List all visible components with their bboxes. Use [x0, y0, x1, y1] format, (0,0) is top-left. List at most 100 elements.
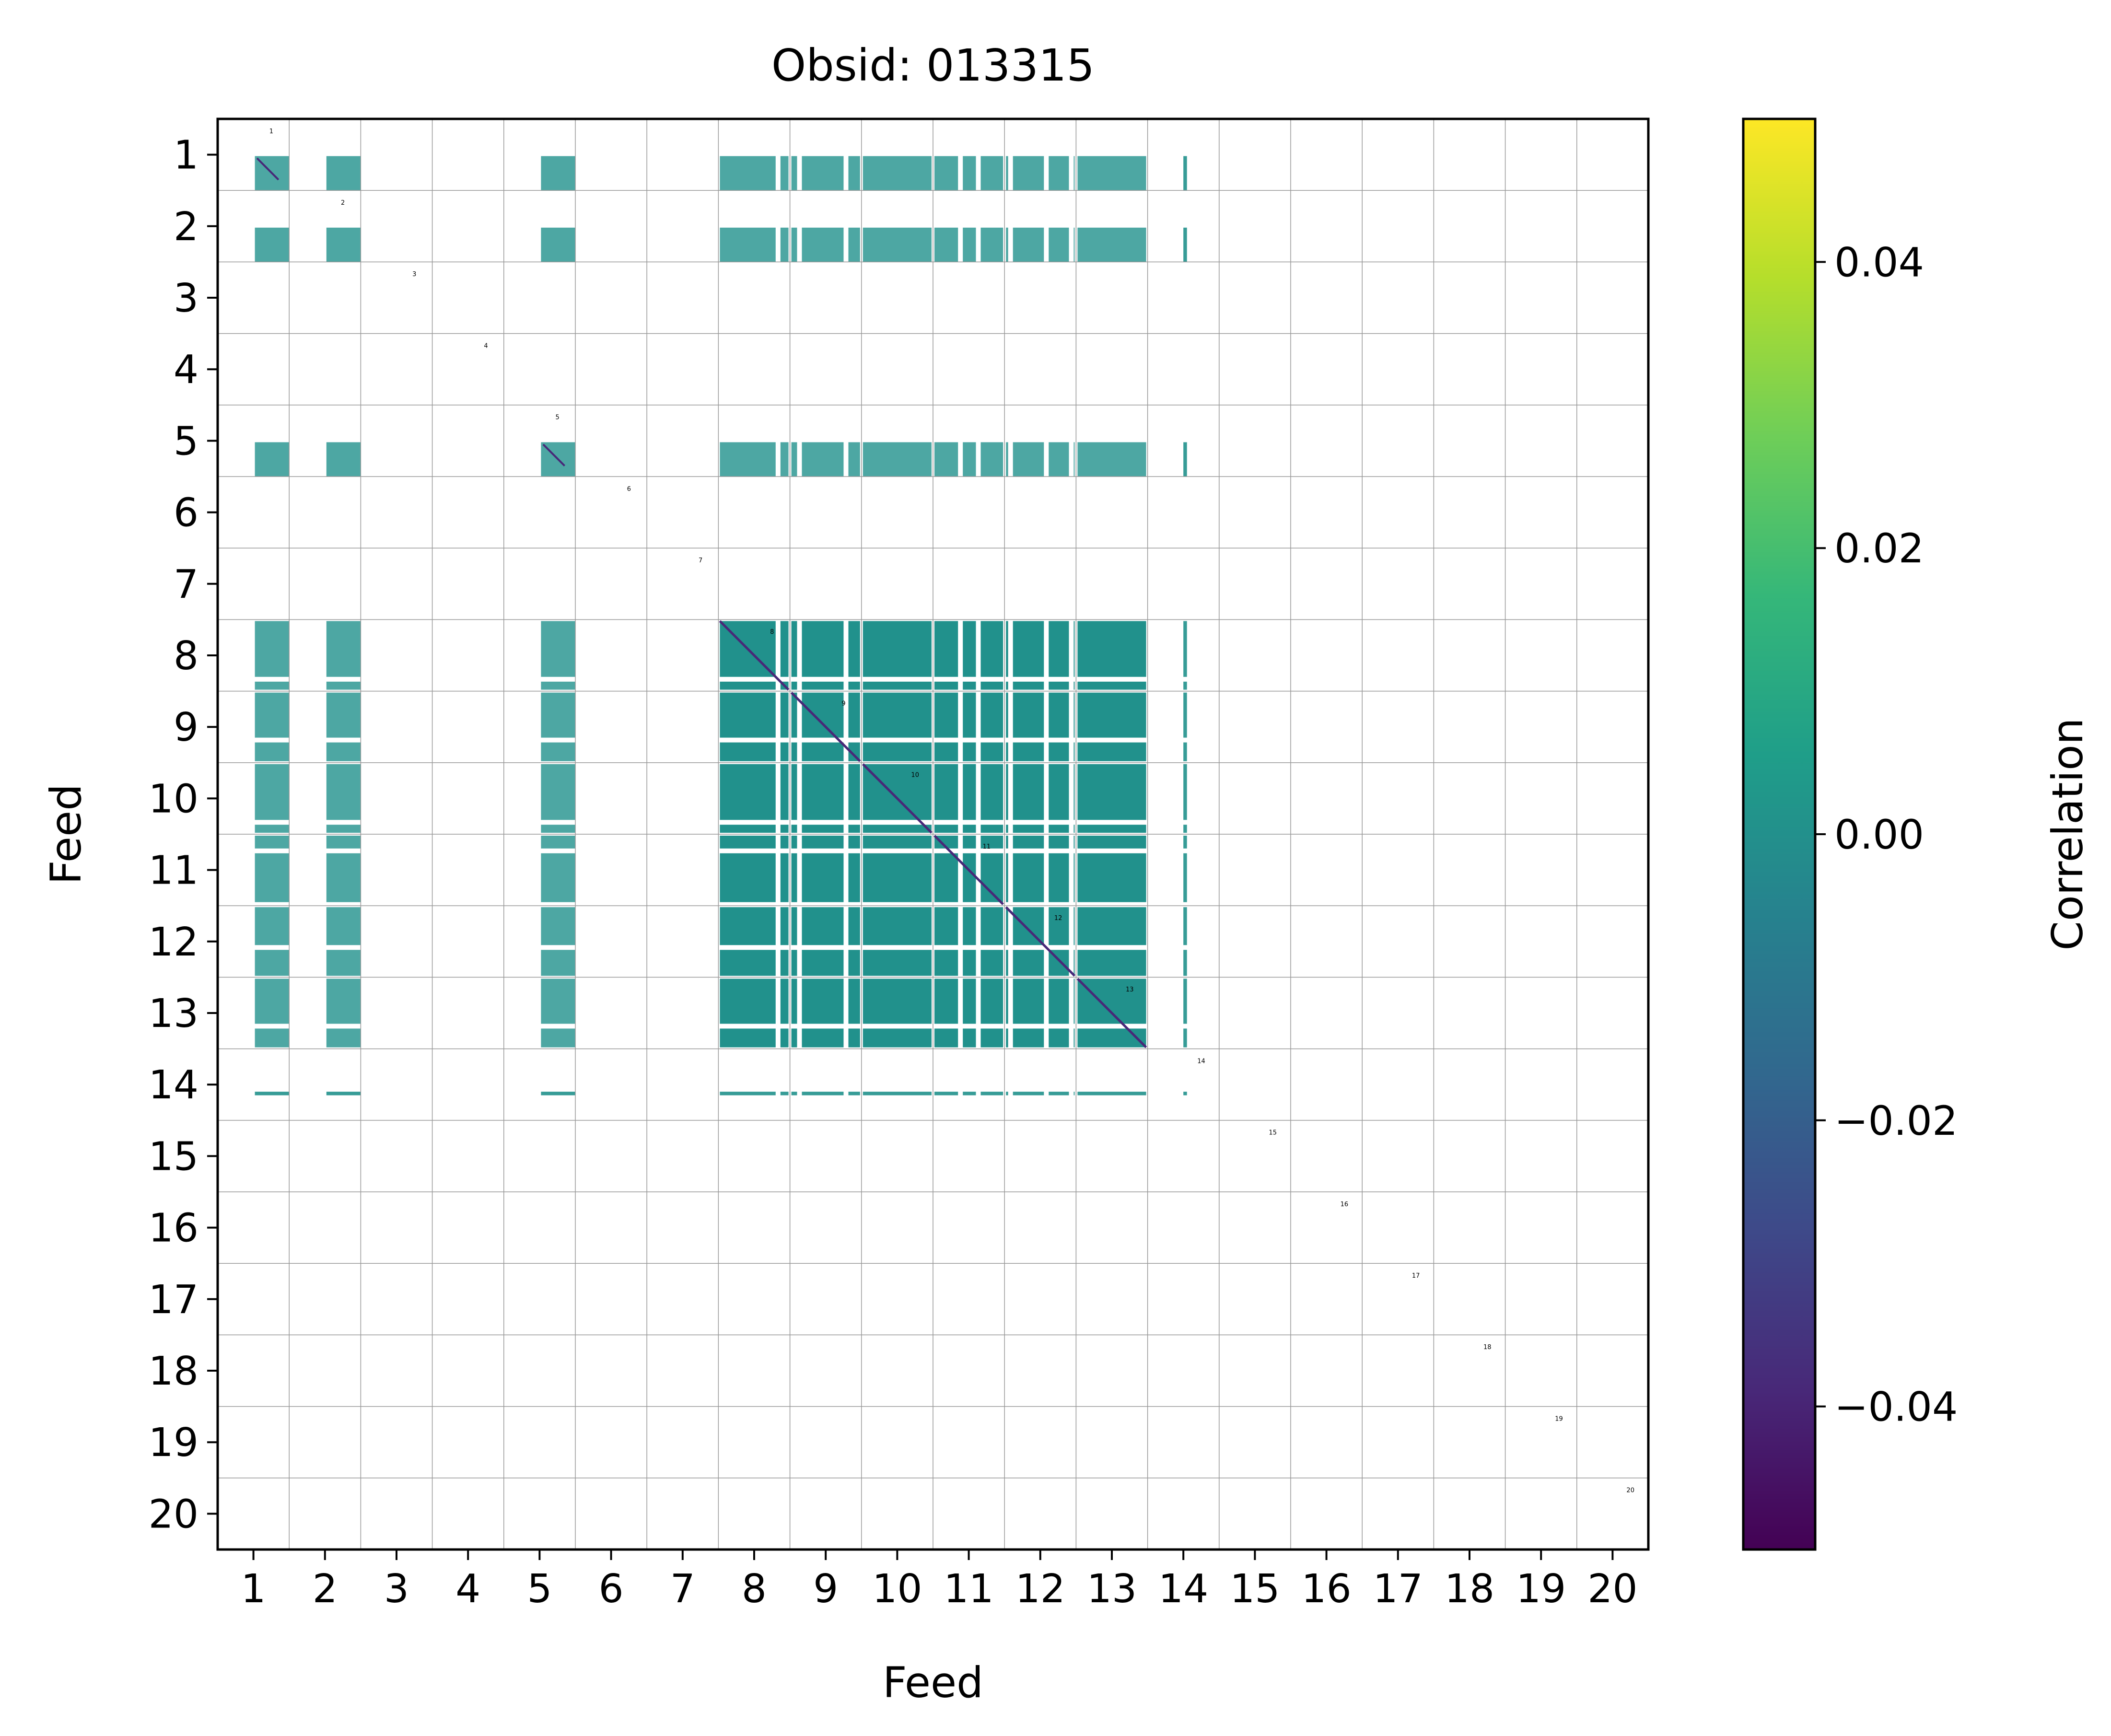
feed-block-label: 10 — [911, 772, 919, 779]
heatmap-cell — [326, 907, 361, 976]
heatmap-cell — [1006, 1092, 1075, 1095]
x-tick-label: 1 — [241, 1566, 266, 1612]
diagonal-line — [719, 620, 790, 691]
diagonal-line — [1005, 906, 1076, 977]
heatmap-cell — [1183, 1092, 1187, 1095]
heatmap-cell — [863, 907, 932, 976]
heatmap-cell — [541, 156, 575, 191]
y-tick-label: 19 — [149, 1420, 198, 1466]
heatmap-cell — [541, 836, 575, 905]
feed-block-label: 12 — [1054, 915, 1062, 922]
heatmap-cell — [326, 979, 361, 1048]
heatmap-cell — [1183, 836, 1187, 905]
y-tick-label: 20 — [149, 1491, 198, 1537]
heatmap-cell — [326, 836, 361, 905]
heatmap-cell — [791, 907, 860, 976]
colorbar-tick-label: −0.02 — [1834, 1097, 1958, 1144]
heatmap-cell — [934, 1092, 1003, 1095]
colorbar-tick-label: 0.00 — [1834, 811, 1924, 858]
heatmap-cell — [1006, 227, 1075, 262]
heatmap-cell — [541, 979, 575, 1048]
x-tick-label: 18 — [1445, 1566, 1494, 1612]
heatmap-cell — [1183, 442, 1187, 477]
colorbar: −0.04 −0.02 0.00 0.02 0.04 Correlation — [1742, 117, 2092, 1551]
heatmap-cell — [541, 227, 575, 262]
heatmap-cell — [1077, 442, 1146, 477]
heatmap-cell — [720, 1092, 789, 1095]
heatmap-cell — [255, 227, 290, 262]
heatmap-cell — [541, 692, 575, 761]
x-tick-label: 16 — [1301, 1566, 1351, 1612]
feed-block-label: 13 — [1126, 986, 1134, 993]
y-tick-label: 1 — [174, 133, 198, 178]
heatmap-cell — [791, 442, 860, 477]
heatmap-cell — [1183, 227, 1187, 262]
x-tick-label: 2 — [313, 1566, 338, 1612]
y-tick-label: 9 — [174, 705, 198, 750]
feed-grid-lines — [218, 119, 1648, 1550]
x-tick-label: 6 — [599, 1566, 624, 1612]
heatmap-cell — [863, 979, 932, 1048]
y-tick-label: 8 — [174, 633, 198, 679]
heatmap-cell — [863, 156, 932, 191]
heatmap-cell — [1006, 836, 1075, 905]
x-tick-label: 14 — [1158, 1566, 1208, 1612]
x-axis-ticks: 1 2 3 4 5 6 7 8 9 10 11 12 13 14 15 16 17 18 19 20 — [241, 1550, 1638, 1612]
y-tick-label: 14 — [149, 1062, 198, 1108]
y-tick-label: 6 — [174, 490, 198, 536]
heatmap-cell — [1183, 764, 1187, 833]
heatmap-cell — [1183, 621, 1187, 690]
feed-block-label: 20 — [1626, 1487, 1634, 1494]
heatmap-cell — [1077, 156, 1146, 191]
feed-block-label: 11 — [983, 843, 991, 851]
heatmap-cell — [1077, 692, 1146, 761]
heatmap-cell — [541, 907, 575, 976]
heatmap-cell — [934, 692, 1003, 761]
x-tick-label: 20 — [1587, 1566, 1637, 1612]
colorbar-tick-label: 0.02 — [1834, 525, 1924, 572]
heatmap-cell — [1183, 156, 1187, 191]
heatmap-cell — [863, 836, 932, 905]
heatmap-cell — [255, 836, 290, 905]
heatmap-cell — [791, 1092, 860, 1095]
y-tick-label: 15 — [149, 1134, 198, 1179]
y-axis-label: Feed — [41, 784, 91, 885]
heatmap-cell — [1183, 979, 1187, 1048]
feed-block-label: 7 — [699, 557, 702, 564]
colorbar-ticks: −0.04 −0.02 0.00 0.02 0.04 — [1815, 239, 1958, 1431]
heatmap-cell — [541, 1092, 575, 1095]
heatmap-cell — [863, 692, 932, 761]
x-tick-label: 4 — [455, 1566, 480, 1612]
y-tick-label: 12 — [149, 920, 198, 965]
x-tick-label: 17 — [1373, 1566, 1423, 1612]
y-tick-label: 18 — [149, 1349, 198, 1394]
feed-block-label: 3 — [412, 271, 416, 278]
heatmap-cell — [934, 156, 1003, 191]
heatmap-cell — [791, 156, 860, 191]
heatmap-cell — [1077, 1092, 1146, 1095]
heatmap-cell — [255, 692, 290, 761]
feed-block-label: 8 — [770, 629, 774, 636]
x-tick-label: 3 — [384, 1566, 409, 1612]
heatmap-cell — [791, 836, 860, 905]
diagonal-line — [1076, 978, 1147, 1049]
chart-title: Obsid: 013315 — [771, 40, 1095, 91]
y-tick-label: 16 — [149, 1206, 198, 1251]
x-tick-label: 8 — [742, 1566, 767, 1612]
heatmap-cell — [863, 1092, 932, 1095]
x-tick-label: 13 — [1087, 1566, 1137, 1612]
x-tick-label: 5 — [527, 1566, 552, 1612]
x-tick-label: 12 — [1015, 1566, 1065, 1612]
heatmap-cell — [934, 227, 1003, 262]
x-tick-label: 10 — [872, 1566, 922, 1612]
colorbar-gradient — [1743, 119, 1815, 1550]
x-tick-label: 19 — [1516, 1566, 1566, 1612]
heatmap-cell — [255, 907, 290, 976]
y-tick-label: 13 — [149, 991, 198, 1037]
feed-block-label: 18 — [1483, 1344, 1492, 1351]
heatmap-cell — [255, 1092, 290, 1095]
y-tick-label: 2 — [174, 204, 198, 250]
